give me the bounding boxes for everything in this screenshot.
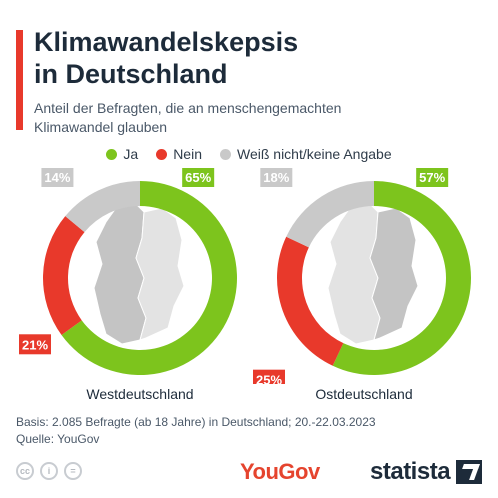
slice-label-bg-ost-0 (416, 168, 449, 187)
slice-label-bg-west-1 (19, 334, 51, 355)
statista-logo: statista (370, 458, 451, 485)
equals-icon[interactable]: = (64, 462, 82, 480)
map-west (93, 201, 185, 345)
map-ost (327, 201, 419, 345)
legend: Ja Nein Weiß nicht/keine Angabe (0, 146, 498, 162)
statista-logo-icon (456, 460, 482, 484)
donut-label-ost: Ostdeutschland (315, 386, 413, 402)
legend-label-nein: Nein (173, 146, 202, 162)
yougov-logo: YouGov (240, 459, 320, 484)
map-region-west (327, 201, 381, 345)
slice-ost-1 (277, 236, 344, 366)
legend-swatch-weiss-nicht (219, 148, 231, 160)
subtitle-line-1: Anteil der Befragten, die an menschengem… (34, 100, 342, 116)
legend-item-ja: Ja (106, 146, 138, 162)
chart-subtitle: Anteil der Befragten, die an menschengem… (34, 99, 474, 137)
slice-label-bg-west-2 (41, 168, 74, 187)
person-icon[interactable]: i (40, 462, 58, 480)
map-region-west (93, 201, 147, 345)
title-line-2: in Deutschland (34, 59, 228, 89)
cc-icon[interactable]: cc (16, 462, 34, 480)
title-line-1: Klimawandelskepsis (34, 27, 299, 57)
map-region-ost (135, 207, 185, 341)
slice-west-2 (65, 181, 140, 233)
slice-label-bg-ost-2 (260, 168, 293, 187)
slice-label-west-2: 14% (44, 170, 70, 185)
legend-item-weiss-nicht: Weiß nicht/keine Angabe (219, 146, 392, 162)
slice-label-bg-ost-1 (253, 369, 285, 384)
subtitle-line-2: Klimawandel glauben (34, 119, 168, 135)
map-region-ost (369, 207, 419, 341)
slice-label-ost-0: 57% (419, 170, 445, 185)
legend-label-weiss-nicht: Weiß nicht/keine Angabe (236, 146, 392, 162)
accent-bar (16, 30, 23, 130)
slice-label-ost-2: 18% (263, 170, 289, 185)
legend-swatch-ja (106, 148, 118, 160)
license-icons: cc i = (16, 462, 82, 480)
donut-charts: 65% 21% 14% 57% 25% 18% (19, 168, 472, 384)
slice-label-west-1: 21% (22, 337, 48, 352)
slice-west-1 (43, 216, 85, 336)
slice-label-west-0: 65% (185, 170, 211, 185)
donut-label-west: Westdeutschland (86, 386, 194, 402)
legend-swatch-nein (156, 148, 168, 160)
footer: Basis: 2.085 Befragte (ab 18 Jahre) in D… (16, 414, 376, 448)
legend-label-ja: Ja (123, 146, 139, 162)
footer-basis: Basis: 2.085 Befragte (ab 18 Jahre) in D… (16, 415, 376, 429)
slice-ost-2 (286, 181, 374, 248)
slice-ost-0 (332, 181, 472, 375)
footer-source: Quelle: YouGov (16, 432, 100, 446)
legend-item-nein: Nein (156, 146, 202, 162)
chart-title: Klimawandelskepsis in Deutschland (34, 26, 474, 90)
slice-label-bg-west-0 (182, 168, 215, 187)
slice-label-ost-1: 25% (256, 373, 282, 384)
